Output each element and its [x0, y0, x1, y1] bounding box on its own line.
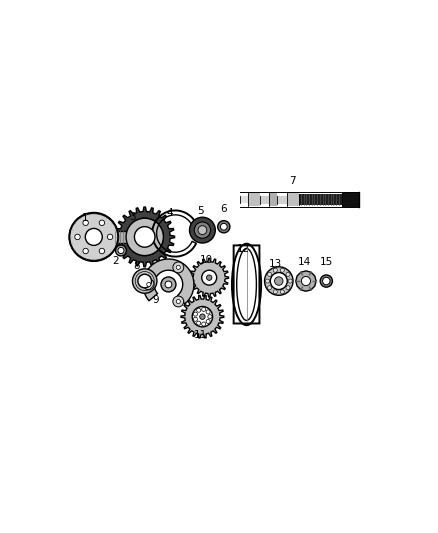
Polygon shape: [296, 271, 316, 291]
Circle shape: [206, 310, 210, 314]
Text: 1: 1: [82, 213, 88, 223]
Circle shape: [286, 272, 290, 277]
Circle shape: [147, 282, 151, 286]
Bar: [240, 196, 248, 203]
Text: 8: 8: [134, 261, 140, 271]
Circle shape: [126, 218, 163, 256]
Text: 14: 14: [297, 257, 311, 268]
Bar: [342, 192, 359, 207]
Circle shape: [288, 279, 292, 283]
Bar: [260, 196, 268, 204]
Circle shape: [280, 290, 284, 294]
Circle shape: [143, 279, 154, 290]
Bar: [277, 196, 287, 204]
Bar: [287, 193, 299, 206]
Circle shape: [99, 248, 105, 254]
Circle shape: [202, 270, 217, 285]
Text: 13: 13: [269, 259, 282, 269]
Polygon shape: [143, 259, 194, 304]
Circle shape: [107, 234, 113, 240]
Circle shape: [193, 317, 198, 321]
Circle shape: [208, 314, 212, 319]
Text: 12: 12: [237, 244, 250, 254]
Text: 6: 6: [220, 204, 226, 214]
Circle shape: [116, 245, 127, 256]
Circle shape: [320, 275, 332, 287]
Circle shape: [83, 248, 88, 254]
Circle shape: [83, 220, 88, 225]
Circle shape: [176, 265, 180, 269]
Circle shape: [273, 290, 277, 294]
Circle shape: [322, 277, 330, 285]
Circle shape: [201, 308, 206, 311]
Circle shape: [176, 300, 180, 303]
Circle shape: [220, 223, 227, 230]
Circle shape: [75, 234, 80, 240]
Circle shape: [85, 229, 102, 245]
Circle shape: [198, 225, 207, 235]
Circle shape: [197, 321, 201, 325]
Circle shape: [218, 221, 230, 233]
Circle shape: [161, 277, 176, 292]
Text: 9: 9: [152, 295, 159, 305]
Circle shape: [126, 218, 163, 256]
Bar: [248, 193, 260, 206]
Circle shape: [132, 269, 157, 293]
Text: 4: 4: [167, 208, 173, 218]
Circle shape: [193, 312, 198, 316]
Polygon shape: [115, 207, 175, 267]
Circle shape: [200, 314, 205, 319]
Polygon shape: [181, 295, 224, 338]
Circle shape: [173, 262, 184, 273]
Circle shape: [118, 247, 124, 254]
Text: 15: 15: [320, 257, 333, 268]
Circle shape: [265, 279, 269, 283]
Circle shape: [268, 272, 272, 277]
Circle shape: [192, 306, 212, 327]
Bar: [268, 193, 277, 206]
Text: 11: 11: [194, 330, 207, 341]
Bar: [115, 231, 133, 243]
Polygon shape: [190, 259, 229, 297]
Circle shape: [99, 220, 105, 225]
Circle shape: [270, 272, 287, 289]
Bar: [299, 194, 342, 205]
Circle shape: [201, 322, 206, 326]
Text: 2: 2: [112, 256, 119, 265]
Circle shape: [273, 268, 277, 272]
Text: 5: 5: [198, 206, 204, 216]
Circle shape: [265, 267, 293, 295]
Circle shape: [134, 227, 155, 247]
Circle shape: [206, 319, 210, 324]
Circle shape: [206, 275, 212, 280]
Text: 3: 3: [130, 212, 136, 222]
Circle shape: [190, 217, 215, 243]
Ellipse shape: [69, 213, 118, 261]
Circle shape: [268, 286, 272, 290]
Circle shape: [197, 308, 201, 312]
Circle shape: [165, 281, 172, 288]
Circle shape: [173, 296, 184, 307]
Circle shape: [301, 277, 311, 286]
Ellipse shape: [237, 248, 256, 320]
Circle shape: [286, 286, 290, 290]
Circle shape: [275, 277, 283, 285]
Circle shape: [194, 222, 211, 238]
Text: 10: 10: [200, 255, 213, 265]
Text: 7: 7: [289, 176, 296, 186]
Circle shape: [138, 274, 152, 288]
Circle shape: [280, 268, 284, 272]
